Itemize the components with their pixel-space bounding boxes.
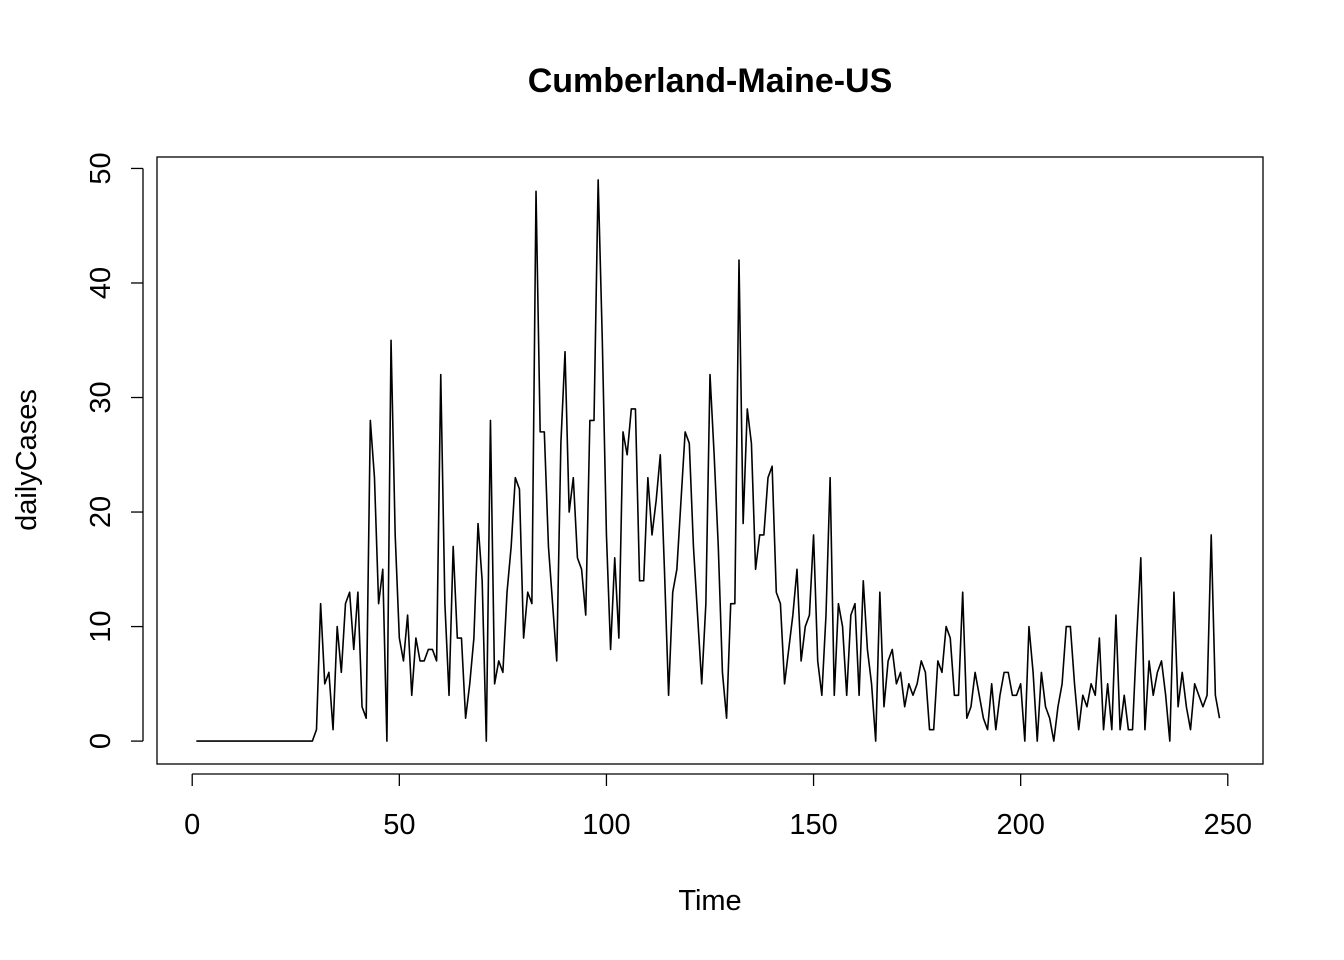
y-axis: 0 10 20 30 40 50 <box>85 152 143 749</box>
x-axis-label: Time <box>678 885 741 917</box>
y-tick-label-0: 0 <box>85 733 117 749</box>
y-tick-label-50: 50 <box>85 152 117 184</box>
y-tick-label-30: 30 <box>85 381 117 413</box>
series-line-dailyCases <box>196 180 1219 741</box>
x-axis: 0 50 100 150 200 250 <box>184 774 1252 841</box>
y-tick-label-40: 40 <box>85 267 117 299</box>
chart-title: Cumberland-Maine-US <box>528 62 893 100</box>
y-tick-label-20: 20 <box>85 496 117 528</box>
x-tick-label-250: 250 <box>1204 809 1252 841</box>
y-axis-label: dailyCases <box>11 389 43 531</box>
series-group <box>196 180 1219 741</box>
x-tick-label-150: 150 <box>789 809 837 841</box>
x-tick-label-200: 200 <box>996 809 1044 841</box>
y-tick-label-10: 10 <box>85 610 117 642</box>
x-tick-label-100: 100 <box>582 809 630 841</box>
x-tick-label-50: 50 <box>383 809 415 841</box>
x-tick-label-0: 0 <box>184 809 200 841</box>
